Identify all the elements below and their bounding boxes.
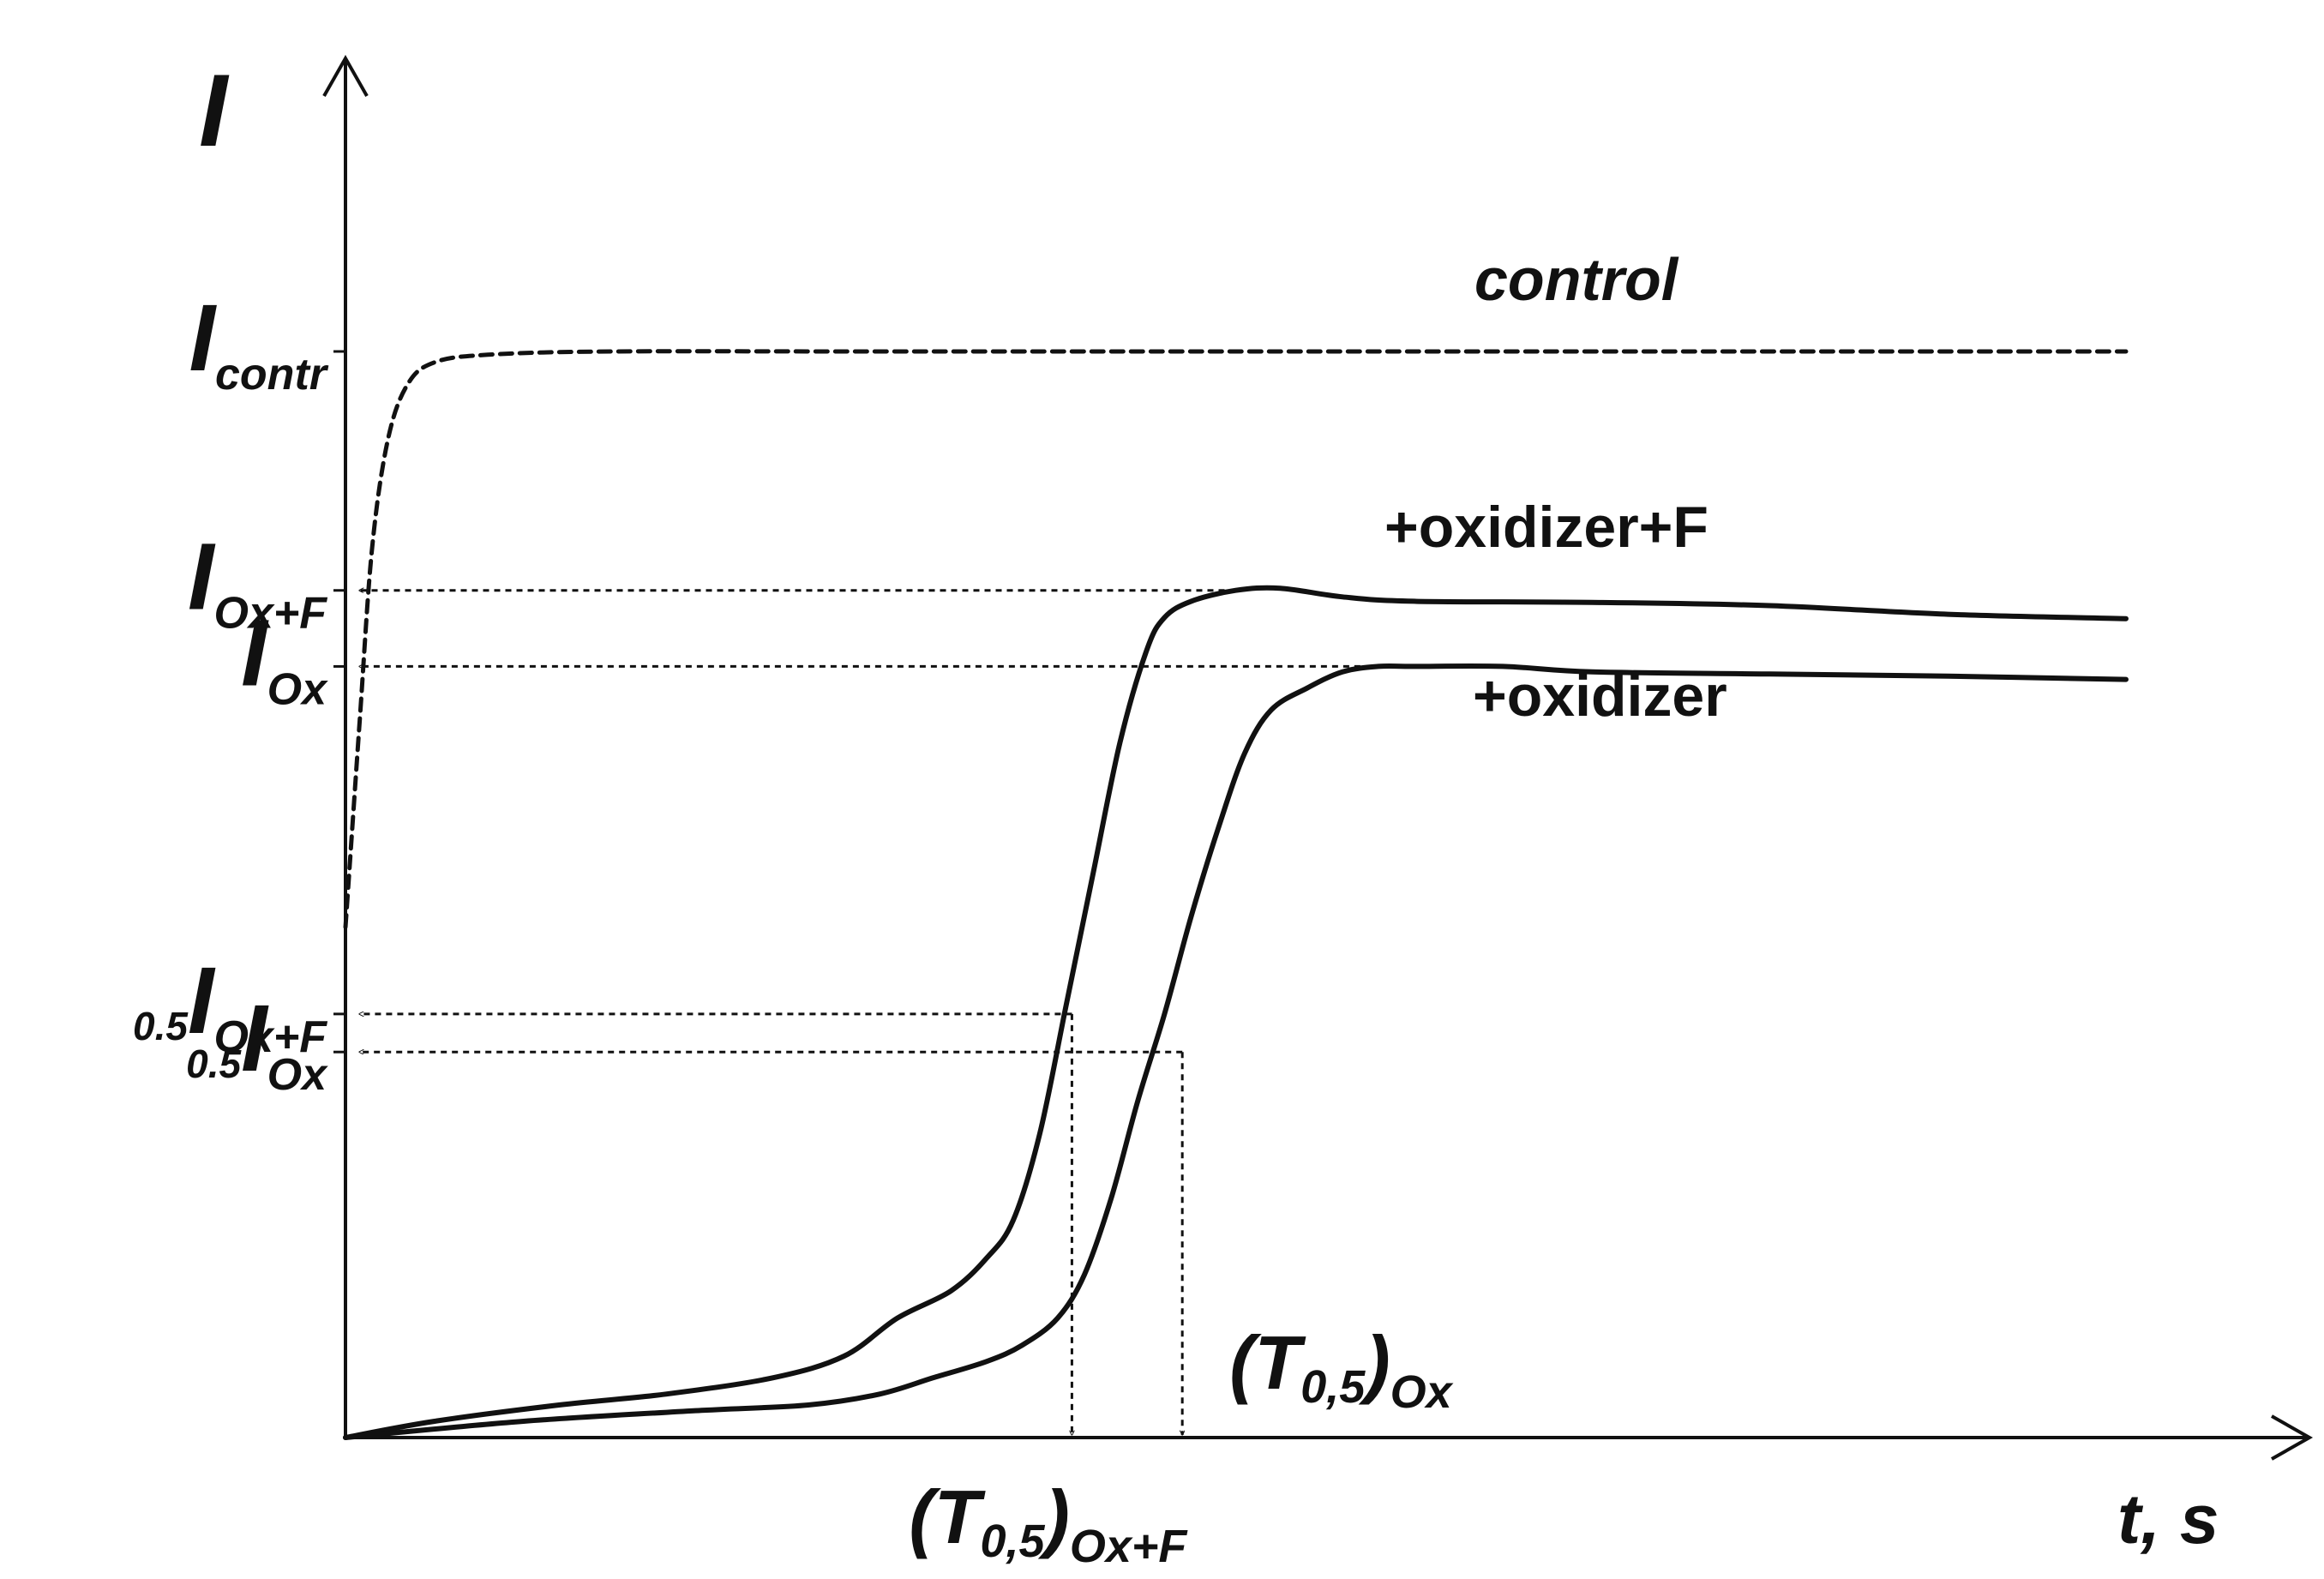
curve-label-oxidizer-f: +oxidizer+F [1384, 495, 1708, 560]
series-line-0 [343, 349, 2129, 929]
x-markers: (T0,5)Ox+F (T0,5)Ox [909, 1013, 1454, 1572]
y-tick-label-2: IOx [241, 600, 328, 714]
y-tick-label-1: IOx+F [188, 525, 327, 639]
series [343, 349, 2129, 1440]
axes [322, 54, 2314, 1461]
x-axis-arrowhead [2271, 1414, 2314, 1461]
curve-label-control: control [1474, 246, 1679, 313]
y-tick-label-4: 0.5IOx [186, 986, 328, 1100]
y-axis-label: I [199, 53, 230, 168]
curve-label-oxidizer: +oxidizer [1473, 663, 1727, 729]
x-axis-label: t, s [2117, 1480, 2219, 1558]
series-line-1 [343, 585, 2129, 1440]
x-marker-label-0: (T0,5)Ox+F [909, 1474, 1188, 1572]
y-axis-arrowhead [322, 54, 369, 97]
x-marker-label-1: (T0,5)Ox [1229, 1320, 1453, 1418]
series-line-2 [343, 663, 2129, 1440]
y-tick-label-3: 0.5IOx+F [133, 948, 327, 1062]
y-tick-label-0: Icontr [189, 285, 328, 399]
reference-lines [359, 591, 1360, 1052]
